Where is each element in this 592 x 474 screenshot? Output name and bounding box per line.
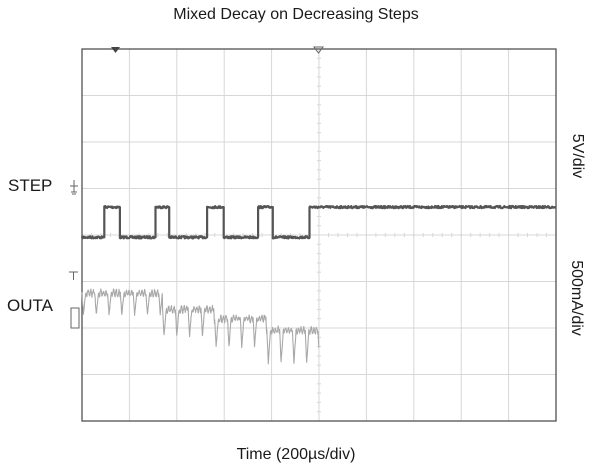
scale-label-outa: 500mA/div	[568, 260, 585, 336]
scale-label-step: 5V/div	[569, 133, 586, 179]
plot-frame	[81, 48, 557, 422]
x-axis-label: Time (200µs/div)	[236, 446, 356, 463]
top-markers	[111, 46, 324, 54]
channel-label-step: STEP	[8, 176, 53, 195]
channel-markers	[69, 180, 80, 329]
chart-title: Mixed Decay on Decreasing Steps	[173, 6, 419, 23]
trigger-position-marker	[111, 47, 120, 53]
outa-trace	[81, 288, 320, 365]
channel-label-outa: OUTA	[7, 296, 53, 315]
center-marker	[313, 46, 324, 54]
outa-offset-marker	[69, 271, 78, 280]
step-ground-marker	[70, 180, 78, 195]
step-trace	[80, 204, 557, 240]
grid	[81, 48, 557, 422]
outa-ground-marker	[70, 307, 80, 329]
